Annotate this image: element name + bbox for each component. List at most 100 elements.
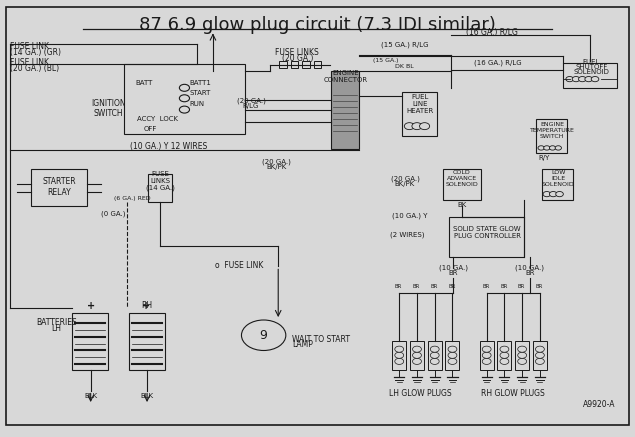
Text: +: + <box>86 302 95 312</box>
Circle shape <box>544 146 550 150</box>
Text: (20 GA.) (BL): (20 GA.) (BL) <box>10 64 59 73</box>
Text: WAIT TO START: WAIT TO START <box>292 335 350 344</box>
Bar <box>291 61 298 68</box>
Bar <box>563 62 617 88</box>
Text: ENGINE
CONNECTOR: ENGINE CONNECTOR <box>323 70 368 83</box>
Circle shape <box>500 346 509 352</box>
Text: BATT1: BATT1 <box>189 80 211 86</box>
Text: BATT: BATT <box>135 80 152 86</box>
Circle shape <box>482 352 491 358</box>
Bar <box>536 119 566 153</box>
Text: (16 GA.) R/LG: (16 GA.) R/LG <box>466 28 518 37</box>
Text: (14 GA.) (GR): (14 GA.) (GR) <box>10 48 61 57</box>
Bar <box>129 312 166 370</box>
Text: BR: BR <box>413 284 420 289</box>
Bar <box>31 169 87 206</box>
Bar <box>479 341 493 370</box>
Text: BR: BR <box>483 284 490 289</box>
Text: BR: BR <box>448 284 455 289</box>
Text: (20 GA.): (20 GA.) <box>391 175 419 182</box>
Text: BATTERIES: BATTERIES <box>36 318 77 327</box>
Text: (20 GA.): (20 GA.) <box>281 54 313 63</box>
Bar <box>497 341 511 370</box>
Bar <box>331 71 359 149</box>
Text: OFF: OFF <box>144 126 157 132</box>
Bar <box>443 169 481 200</box>
Circle shape <box>518 346 526 352</box>
Text: BR: BR <box>535 284 543 289</box>
Text: SOLID STATE GLOW
PLUG CONTROLLER: SOLID STATE GLOW PLUG CONTROLLER <box>453 226 521 239</box>
Text: FUSE
LINKS
(14 GA.): FUSE LINKS (14 GA.) <box>146 171 175 191</box>
Circle shape <box>500 358 509 364</box>
Bar <box>446 341 460 370</box>
Circle shape <box>241 320 286 350</box>
Text: STARTER
RELAY: STARTER RELAY <box>42 177 76 197</box>
Text: BLK: BLK <box>84 393 97 399</box>
Text: FUSE LINK: FUSE LINK <box>10 42 49 51</box>
Circle shape <box>179 106 189 113</box>
Text: (10 GA.) Y: (10 GA.) Y <box>392 213 427 219</box>
Circle shape <box>538 146 544 150</box>
Circle shape <box>549 191 557 197</box>
Circle shape <box>448 358 457 364</box>
Circle shape <box>413 358 422 364</box>
Bar <box>148 173 172 202</box>
Text: BK: BK <box>457 202 467 208</box>
Bar <box>410 341 424 370</box>
Text: RH GLOW PLUGS: RH GLOW PLUGS <box>481 389 545 398</box>
Circle shape <box>535 352 544 358</box>
Text: R/LG: R/LG <box>243 103 259 109</box>
Bar <box>533 341 547 370</box>
Text: RH: RH <box>142 301 152 310</box>
Circle shape <box>404 123 415 130</box>
Text: (2 WIRES): (2 WIRES) <box>391 231 425 238</box>
Text: LOW
IDLE
SOLENOID: LOW IDLE SOLENOID <box>542 170 575 187</box>
Bar <box>403 92 438 136</box>
Text: (20 GA.): (20 GA.) <box>262 159 291 165</box>
Text: (15 GA.): (15 GA.) <box>373 58 399 63</box>
Text: (6 GA.) RED: (6 GA.) RED <box>114 196 150 201</box>
Text: (10 GA.): (10 GA.) <box>439 264 467 271</box>
Text: COLD
ADVANCE
SOLENOID: COLD ADVANCE SOLENOID <box>446 170 478 187</box>
Text: (20 GA.): (20 GA.) <box>236 97 265 104</box>
Text: ACCY  LOCK: ACCY LOCK <box>137 116 178 122</box>
Text: (0 GA.): (0 GA.) <box>101 210 126 216</box>
Text: LAMP: LAMP <box>292 340 313 349</box>
Text: BK/PK: BK/PK <box>266 164 286 170</box>
Text: ENGINE
TEMPERATURE
SWITCH: ENGINE TEMPERATURE SWITCH <box>530 122 575 139</box>
Text: 87 6.9 glow plug circuit (7.3 IDI similar): 87 6.9 glow plug circuit (7.3 IDI simila… <box>139 16 496 34</box>
Circle shape <box>431 358 439 364</box>
Text: A9920-A: A9920-A <box>583 400 615 409</box>
Text: LH: LH <box>51 324 62 333</box>
Circle shape <box>420 123 430 130</box>
Circle shape <box>535 358 544 364</box>
Circle shape <box>448 346 457 352</box>
Circle shape <box>412 123 422 130</box>
Text: BLK: BLK <box>140 393 154 399</box>
Text: DK BL: DK BL <box>396 64 414 69</box>
Bar <box>392 341 406 370</box>
Circle shape <box>518 352 526 358</box>
Circle shape <box>482 346 491 352</box>
Bar <box>515 341 529 370</box>
Text: FUEL
LINE
HEATER: FUEL LINE HEATER <box>406 94 434 114</box>
Text: BR: BR <box>525 270 535 276</box>
Text: (10 GA.): (10 GA.) <box>515 264 544 271</box>
Text: FUSE LINKS: FUSE LINKS <box>276 49 319 58</box>
Text: (16 GA.) R/LG: (16 GA.) R/LG <box>474 59 522 66</box>
Circle shape <box>179 95 189 102</box>
Bar <box>450 217 524 257</box>
Circle shape <box>535 346 544 352</box>
Text: (15 GA.) R/LG: (15 GA.) R/LG <box>381 42 429 49</box>
Circle shape <box>566 76 573 82</box>
Circle shape <box>543 191 551 197</box>
Circle shape <box>395 346 404 352</box>
Circle shape <box>431 352 439 358</box>
Text: START: START <box>189 90 211 97</box>
Text: RUN: RUN <box>189 101 204 108</box>
Text: o  FUSE LINK: o FUSE LINK <box>215 261 264 270</box>
Text: FUEL: FUEL <box>582 59 600 65</box>
Text: FUSE LINK: FUSE LINK <box>10 58 49 67</box>
Text: BR: BR <box>500 284 507 289</box>
Text: BK/PK: BK/PK <box>395 180 415 187</box>
